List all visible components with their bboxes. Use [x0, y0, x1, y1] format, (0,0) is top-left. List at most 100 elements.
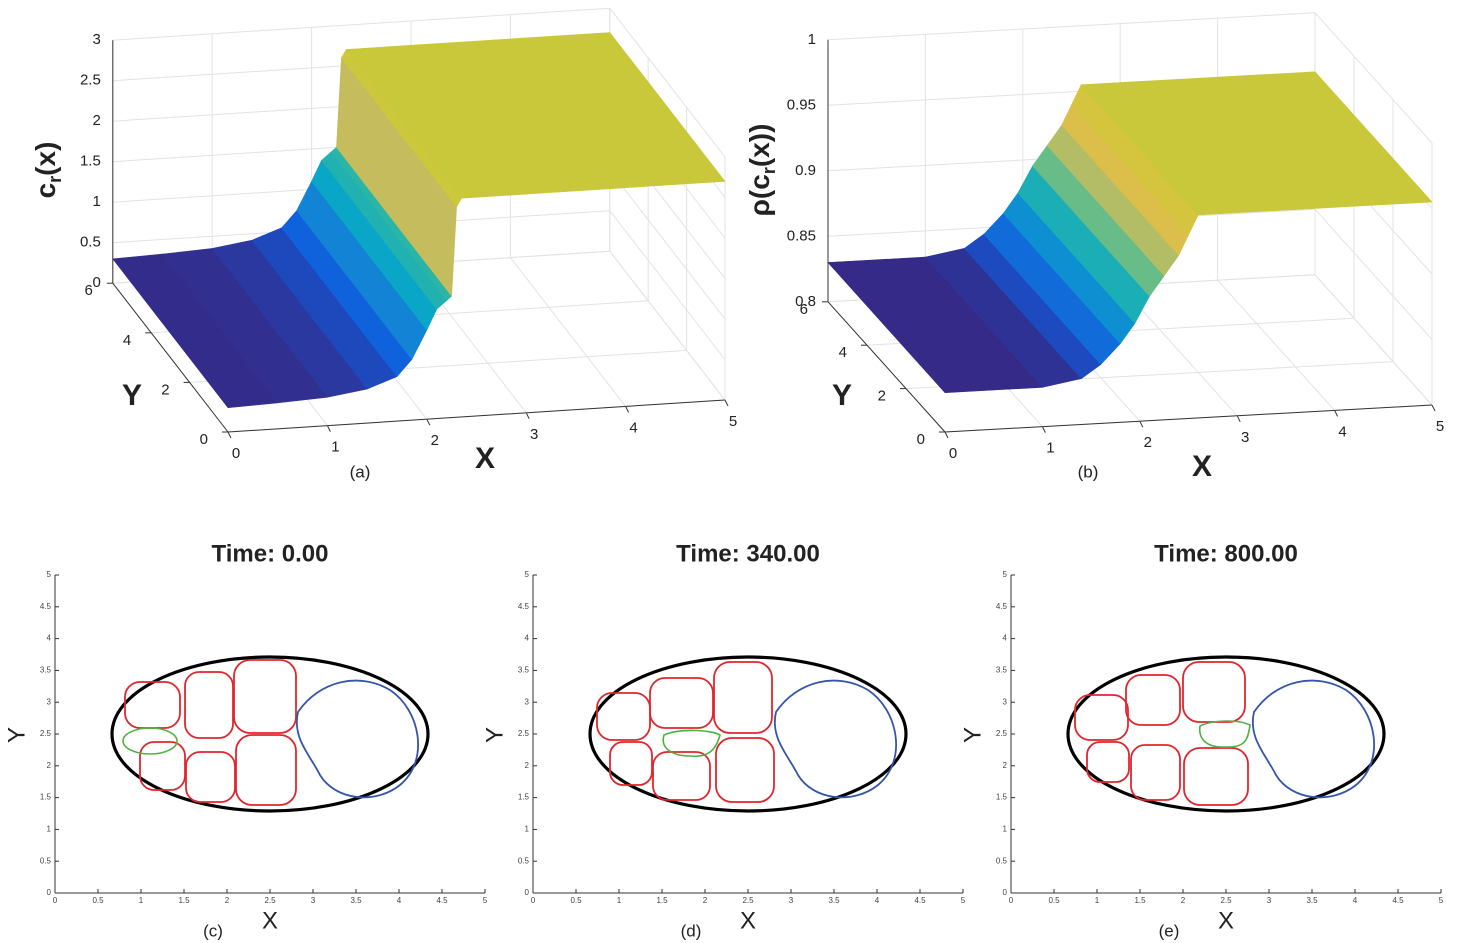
x-tick-label: 1 [1095, 896, 1100, 905]
x-tick-label: 5 [1439, 896, 1444, 905]
x-tick [625, 406, 630, 413]
panel-label: (a) [350, 462, 371, 481]
x-tick-label: 4 [875, 896, 880, 905]
cell-green [1199, 720, 1251, 748]
y-tick-label: 2 [161, 381, 169, 398]
y-axis-label: Y [122, 379, 142, 412]
x-tick-label: 4.5 [914, 896, 926, 905]
y-tick-label: 0 [525, 888, 530, 897]
cell [713, 661, 773, 734]
cell-blue [773, 679, 898, 799]
x-tick [326, 425, 331, 432]
x-tick-label: 1.5 [656, 896, 668, 905]
cell [1125, 674, 1181, 726]
x-tick-label: 2.5 [742, 896, 754, 905]
y-tick-label: 5 [1003, 570, 1008, 579]
x-tick-label: 0 [232, 445, 240, 462]
x-tick-label: 0 [949, 445, 957, 462]
cell [609, 741, 653, 786]
grid-line [609, 169, 726, 320]
grid-line [609, 250, 726, 401]
x-tick-label: 0.5 [570, 896, 582, 905]
x-tick-label: 2 [703, 896, 708, 905]
x-tick-label: 5 [1436, 418, 1444, 435]
x-tick-label: 0.5 [92, 896, 104, 905]
y-tick-label: 2 [1003, 761, 1008, 770]
y-tick-label: 5 [525, 570, 530, 579]
grid-line [609, 7, 726, 158]
z-tick-label: 0.95 [787, 96, 816, 113]
cell-blue [1251, 679, 1376, 799]
y-tick-label: 2 [878, 388, 886, 405]
x-tick [1236, 415, 1241, 423]
cell-green [122, 727, 178, 755]
surface-strip [1216, 71, 1433, 208]
x-tick-label: 1.5 [178, 896, 190, 905]
cell [139, 741, 186, 791]
y-tick-label: 4.5 [996, 602, 1008, 611]
x-tick [724, 399, 729, 407]
x-tick-label: 5 [729, 413, 737, 430]
y-tick-label: 2 [525, 761, 530, 770]
z-tick-label: 2.5 [80, 72, 101, 89]
x-tick [944, 431, 949, 439]
x-tick-label: 2 [431, 432, 439, 449]
z-axis-label: cr(x) [30, 142, 64, 199]
x-axis-label: X [262, 907, 278, 934]
y-axis [112, 282, 229, 433]
cell [124, 681, 181, 729]
panel-label: (e) [1159, 921, 1180, 940]
cell [235, 734, 297, 806]
y-tick-label: 4 [47, 634, 52, 643]
y-axis-label: Y [3, 727, 30, 743]
z-axis-label-part: r [759, 167, 779, 174]
z-axis-label-part: ρ(c [744, 174, 775, 216]
z-axis-label-part: r [45, 176, 65, 183]
grid-line [510, 257, 626, 407]
y-tick-label: 3.5 [518, 666, 530, 675]
y-tick-label: 4 [123, 332, 131, 349]
x-tick-label: 5 [961, 896, 966, 905]
z-axis-label: ρ(cr(x)) [744, 124, 778, 217]
cell [649, 677, 714, 729]
y-tick-label: 1 [47, 825, 52, 834]
y-tick-label: 0.5 [40, 856, 52, 865]
grid-line [1314, 12, 1433, 144]
x-tick-label: 3 [789, 896, 794, 905]
x-tick-label: 2 [225, 896, 230, 905]
y-tick-label: 4 [839, 344, 847, 361]
grid-line [112, 7, 610, 41]
chart-title: Time: 340.00 [676, 540, 820, 567]
y-tick-label: 1 [525, 825, 530, 834]
chart-title: Time: 800.00 [1154, 540, 1298, 567]
panel-label: (b) [1078, 462, 1099, 481]
y-tick-label: 1.5 [40, 793, 52, 802]
grid-line [1314, 274, 1433, 406]
x-axis-label: X [740, 907, 756, 934]
z-tick-label: 0.5 [80, 234, 101, 251]
x-tick-label: 4.5 [1392, 896, 1404, 905]
z-tick-label: 1.5 [80, 153, 101, 170]
x-axis [944, 404, 1433, 433]
grid-line [1314, 208, 1433, 340]
cell [184, 671, 234, 739]
x-tick [1041, 426, 1046, 433]
z-tick-label: 0.9 [795, 162, 816, 179]
y-tick-label: 3 [525, 697, 530, 706]
cell-blue [295, 679, 420, 799]
panel-label: (c) [203, 921, 223, 940]
y-tick-label: 3 [47, 697, 52, 706]
cell [715, 737, 775, 803]
x-tick [426, 418, 431, 426]
z-axis-label-part: (x) [30, 142, 61, 176]
z-tick-label: 1 [808, 31, 816, 48]
y-tick-label: 2.5 [996, 729, 1008, 738]
x-axis-label: X [1218, 907, 1234, 934]
y-tick-label: 3.5 [996, 666, 1008, 675]
y-axis [827, 301, 946, 433]
z-tick-label: 1 [92, 193, 100, 210]
cell [233, 659, 297, 734]
y-tick-label: 1.5 [996, 793, 1008, 802]
x-tick-label: 2.5 [1220, 896, 1232, 905]
